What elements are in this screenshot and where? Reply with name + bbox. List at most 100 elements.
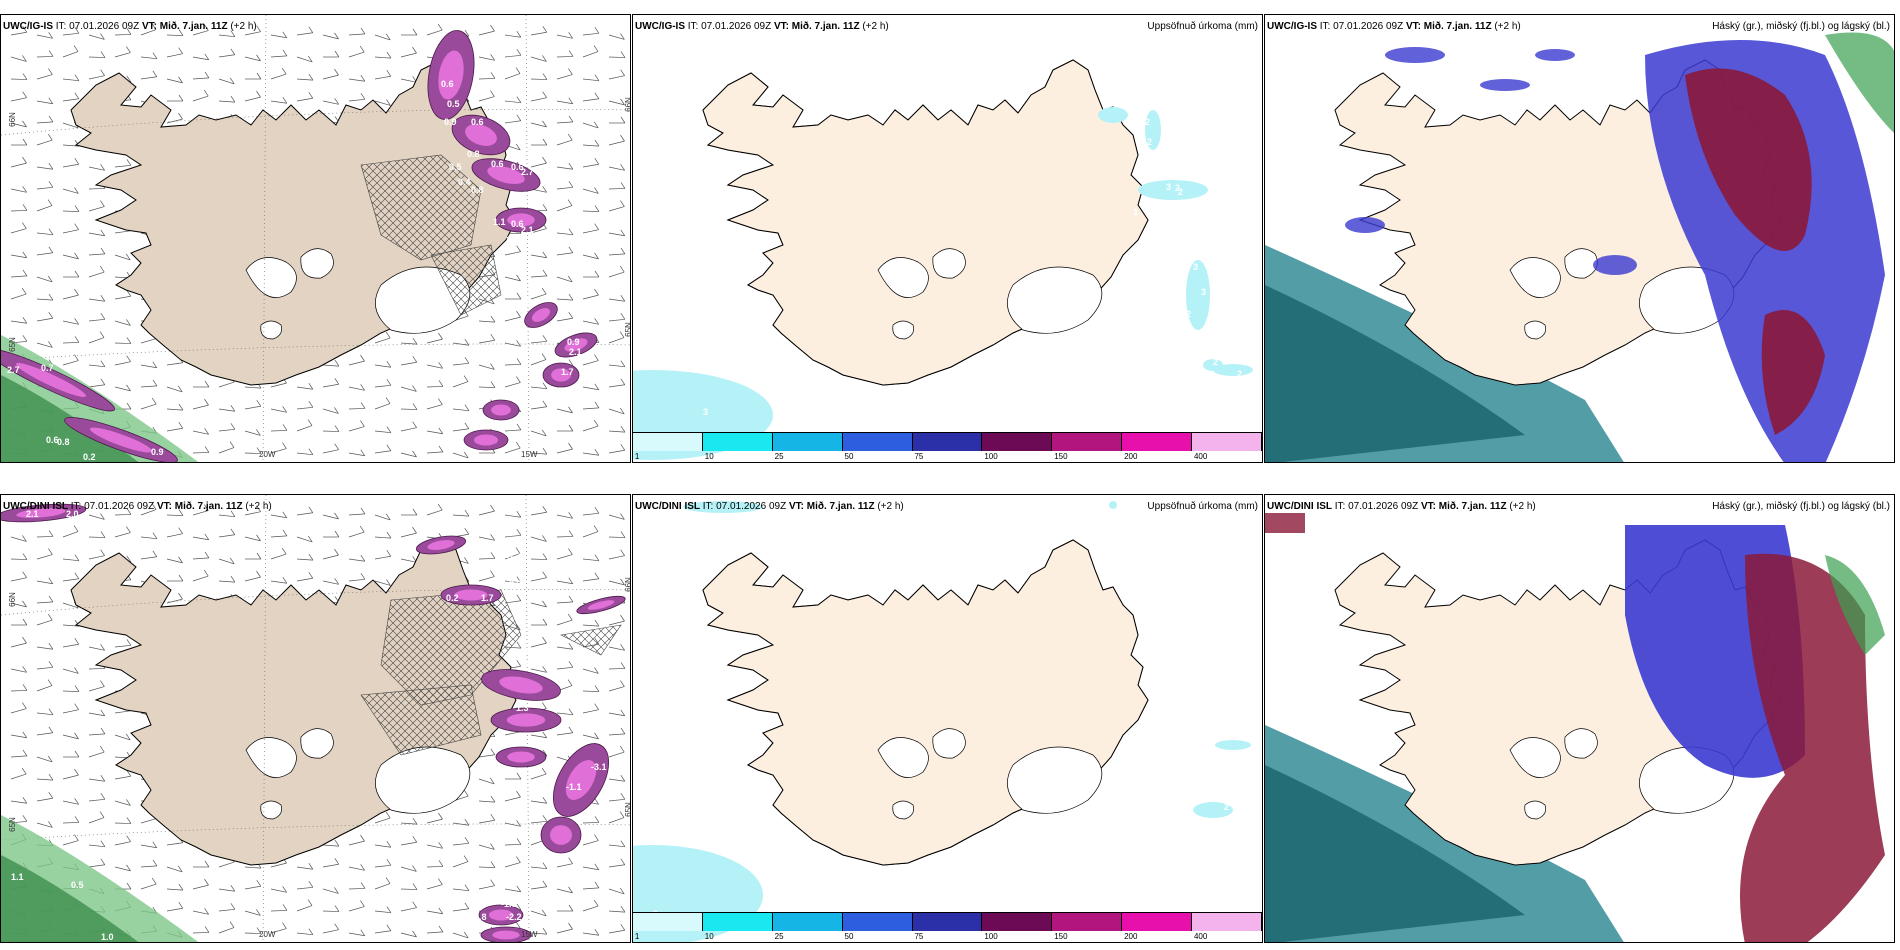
title-vt-label: VT: xyxy=(788,501,804,512)
map-value-label: 0.6 xyxy=(441,79,454,89)
title-offset: (+2 h) xyxy=(1509,501,1536,512)
map-value-label: 0.6 xyxy=(471,117,484,127)
panel-title: UWC/DINI ISL IT: 07.01.2026 09Z VT: Mið.… xyxy=(635,501,904,513)
colorbar-swatch xyxy=(912,913,983,931)
map-value-label: 1 xyxy=(1131,95,1136,105)
map-value-label: 0.9 xyxy=(151,447,164,457)
title-offset: (+2 h) xyxy=(877,501,904,512)
colorbar-swatch xyxy=(702,913,773,931)
map-value-label: 2 xyxy=(1191,837,1196,847)
title-title-model: UWC/IG-IS xyxy=(635,21,685,32)
map-value-label: 2 xyxy=(1213,357,1218,367)
map-value-label: 2.0 xyxy=(66,509,79,519)
panel-field-label: Háský (gr.), miðský (fj.bl.) og lágský (… xyxy=(1712,501,1890,512)
colorbar-tick-label: 150 xyxy=(1054,932,1068,941)
map-value-label: 1.3 xyxy=(516,703,529,713)
title-title-model: UWC/DINI ISL xyxy=(635,501,700,512)
panel-title: UWC/IG-IS IT: 07.01.2026 09Z VT: Mið. 7.… xyxy=(635,21,889,33)
colorbar-swatch xyxy=(982,433,1053,451)
map-value-label: 1.1 xyxy=(493,217,506,227)
title-vt-label: VT: xyxy=(141,21,157,32)
map-value-label: 1 xyxy=(1133,207,1138,217)
title-vt-label: VT: xyxy=(156,501,172,512)
colorbar-swatch xyxy=(982,913,1053,931)
title-it-label: IT: xyxy=(1334,501,1346,512)
panel-field-label: Uppsöfnuð úrkoma (mm) xyxy=(1147,501,1258,512)
map-value-label: 2.7 xyxy=(7,365,20,375)
map-value-label: 2 xyxy=(1175,183,1180,193)
map-value-label: 2 xyxy=(665,523,670,533)
map-value-label: 3 xyxy=(1166,182,1171,192)
panel-dini-accum-precip: 23111121318322212110255075100150200400UW… xyxy=(632,494,1263,943)
title-vt-value: Mið. 7.jan. 11Z xyxy=(174,501,243,512)
map-value-label: 0.9 xyxy=(567,337,580,347)
colorbar-swatch xyxy=(633,433,703,451)
colorbar-tick-label: 1 xyxy=(634,932,640,941)
map-value-label: 3 xyxy=(1163,157,1168,167)
axis-label: 15W xyxy=(521,450,538,459)
map-value-label: 4 xyxy=(1231,205,1236,215)
map-value-label: 0.8 xyxy=(57,437,70,447)
map-value-label: -1.3 xyxy=(501,899,517,909)
panel-title: UWC/IG-IS IT: 07.01.2026 09Z VT: Mið. 7.… xyxy=(1267,21,1521,33)
map-value-label: -1.0 xyxy=(586,807,602,817)
colorbar-tick-label: 50 xyxy=(844,452,854,461)
title-title-model: UWC/DINI ISL xyxy=(1267,501,1332,512)
map-canvas: 23111121318322212 xyxy=(633,501,1262,942)
axis-label: 66N xyxy=(623,97,631,112)
title-it-value: 07.01.2026 09Z xyxy=(701,21,772,32)
colorbar-legend: 1 10 25 50 75 100 150 200 400 xyxy=(633,432,1262,462)
map-value-label: 0.5 xyxy=(71,880,84,890)
map-value-label: 2 xyxy=(1147,137,1152,147)
title-it-label: IT: xyxy=(1319,21,1331,32)
colorbar-swatch xyxy=(772,913,843,931)
map-value-label: 0.7 xyxy=(41,363,54,373)
map-value-label: 2.0 xyxy=(526,297,539,307)
map-canvas xyxy=(1265,513,1885,942)
map-value-label: 0.6 xyxy=(491,159,504,169)
map-value-label: 1 xyxy=(1133,397,1138,407)
title-vt-value: Mið. 7.jan. 11Z xyxy=(159,21,228,32)
map-value-label: 2.7 xyxy=(521,167,534,177)
map-canvas: 2.1 2.0 -1.4 -2.9 1.7 0.2 -1.5 -1.3 1.3 -3.1 -1.1 -… xyxy=(1,495,630,942)
colorbar-tick-label: 100 xyxy=(984,932,998,941)
title-vt-label: VT: xyxy=(1420,501,1436,512)
axis-label: 65N xyxy=(623,322,631,337)
map-value-label: 0.5 xyxy=(419,47,432,57)
map-value-label: 1 xyxy=(1148,655,1153,665)
map-value-label: 2 xyxy=(1203,339,1208,349)
map-value-label: 1.7 xyxy=(561,367,574,377)
axis-label: 65N xyxy=(7,337,17,352)
map-value-label: 0.5 xyxy=(447,99,460,109)
panel-title: UWC/DINI ISL IT: 07.01.2026 09Z VT: Mið.… xyxy=(1267,501,1536,513)
map-value-label: -2.9 xyxy=(506,579,522,589)
map-value-label: 0.9 xyxy=(444,117,457,127)
map-value-label: 2 xyxy=(1178,667,1183,677)
map-value-label: 3 xyxy=(1193,207,1198,217)
map-value-label: 4 xyxy=(1189,155,1194,165)
colorbar-swatch xyxy=(772,433,843,451)
map-value-label: 0.4 xyxy=(458,177,471,187)
map-value-label: 0.7 xyxy=(521,282,534,292)
map-value-label: 2 xyxy=(1198,847,1203,857)
title-vt-value: Mið. 7.jan. 11Z xyxy=(1423,21,1492,32)
map-value-label: 1.3 xyxy=(506,235,519,245)
title-it-value: 07.01.2026 09Z xyxy=(1333,21,1404,32)
map-value-label: 2.1 xyxy=(26,509,39,519)
map-value-label: 0.6 xyxy=(46,435,59,445)
map-value-label: 2.1 xyxy=(569,347,582,357)
title-it-value: 07.01.2026 09Z xyxy=(1348,501,1419,512)
map-value-label: 1 xyxy=(1171,354,1176,364)
colorbar-swatch xyxy=(842,913,913,931)
colorbar-tick-label: 400 xyxy=(1193,932,1208,941)
map-value-label: -3.1 xyxy=(591,762,607,772)
map-value-label: 0.5 xyxy=(449,162,462,172)
map-value-label: -1.3 xyxy=(521,659,537,669)
panel-field-label: Uppsöfnuð úrkoma (mm) xyxy=(1147,21,1258,32)
title-title-model: UWC/IG-IS xyxy=(1267,21,1317,32)
axis-label: 20W xyxy=(259,930,276,939)
panel-title: UWC/IG-IS IT: 07.01.2026 09Z VT: Mið. 7.… xyxy=(3,21,257,33)
title-vt-label: VT: xyxy=(773,21,789,32)
colorbar-tick-label: 100 xyxy=(984,452,998,461)
